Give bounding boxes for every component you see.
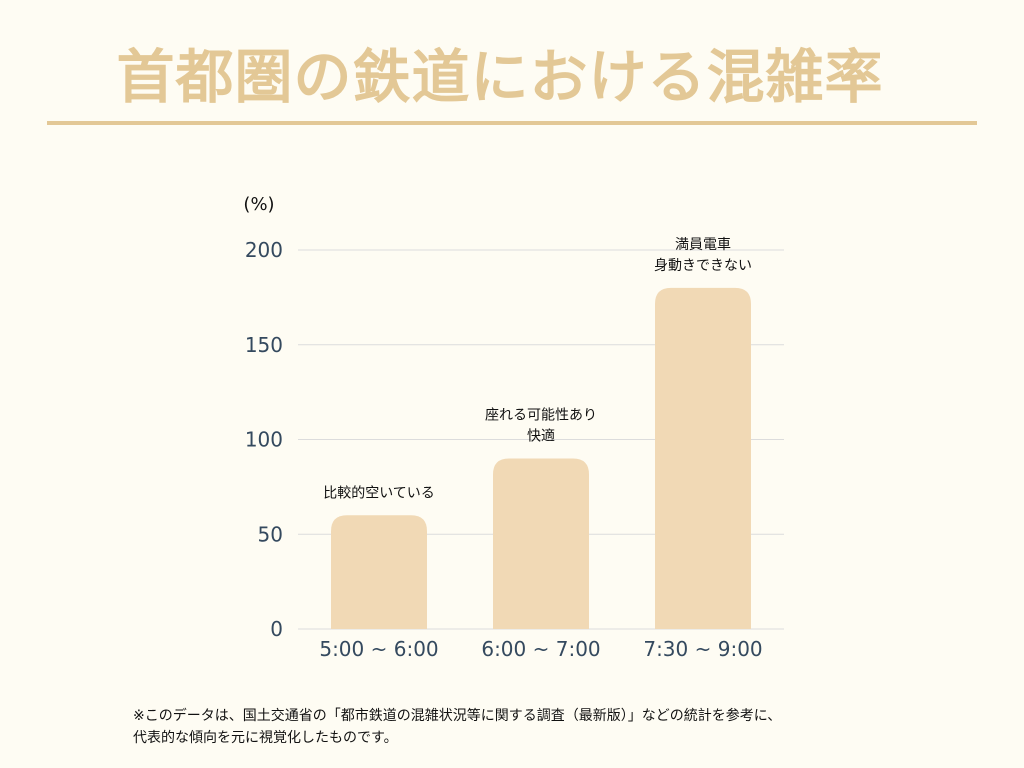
y-tick-label: 0 bbox=[270, 617, 283, 641]
chart-title: 首都圏の鉄道における混雑率 bbox=[116, 43, 884, 111]
footnote-line-2: 代表的な傾向を元に視覚化したものです。 bbox=[133, 730, 398, 746]
bar-annotation: 座れる可能性あり bbox=[485, 407, 597, 423]
bar bbox=[655, 287, 751, 629]
x-tick-label: 5:00 ~ 6:00 bbox=[319, 637, 438, 661]
bars bbox=[331, 287, 751, 629]
bar-annotation: 身動きできない bbox=[654, 258, 752, 274]
y-tick-label: 150 bbox=[245, 333, 283, 357]
y-axis-unit-label: (%) bbox=[243, 194, 274, 215]
bar-chart: (%) 0 50 100 150 200 5:00 ~ 6:00 6:00 ~ 7:00 7… bbox=[243, 194, 784, 661]
y-tick-label: 200 bbox=[245, 238, 283, 262]
title-divider bbox=[47, 121, 977, 125]
y-tick-label: 50 bbox=[258, 522, 283, 546]
y-tick-label: 100 bbox=[245, 428, 283, 452]
bar-annotation: 満員電車 bbox=[675, 236, 731, 253]
bar-annotation: 快適 bbox=[527, 427, 555, 444]
y-tick-labels: 0 50 100 150 200 bbox=[245, 238, 283, 641]
x-tick-label: 6:00 ~ 7:00 bbox=[481, 637, 600, 661]
footnote-line-1: ※このデータは、国土交通省の「都市鉄道の混雑状況等に関する調査（最新版）」などの… bbox=[133, 708, 782, 724]
x-tick-labels: 5:00 ~ 6:00 6:00 ~ 7:00 7:30 ~ 9:00 bbox=[319, 637, 762, 661]
bar-annotation: 比較的空いている bbox=[323, 485, 435, 501]
x-tick-label: 7:30 ~ 9:00 bbox=[643, 637, 762, 661]
bar bbox=[493, 458, 589, 629]
bar bbox=[331, 515, 427, 629]
footnote: ※このデータは、国土交通省の「都市鉄道の混雑状況等に関する調査（最新版）」などの… bbox=[133, 705, 933, 749]
